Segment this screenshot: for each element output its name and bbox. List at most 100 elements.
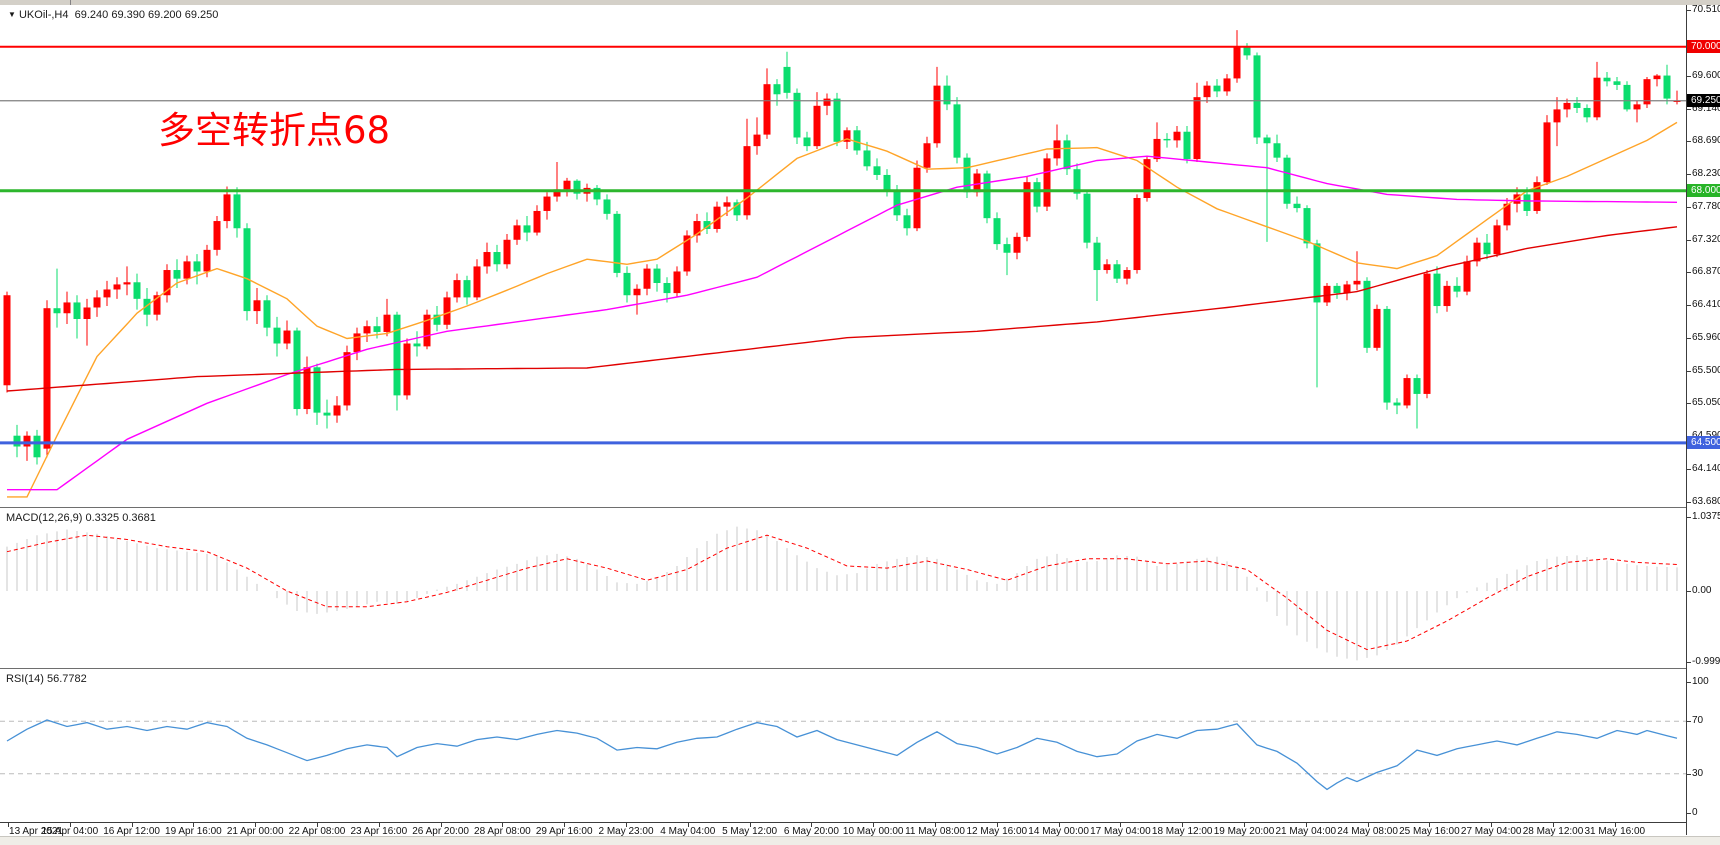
time-axis-label: 15 Apr 04:00 bbox=[41, 826, 99, 837]
candle-body bbox=[1023, 182, 1031, 237]
text-annotation[interactable]: 多空转折点68 bbox=[158, 109, 391, 152]
axis-tick bbox=[1687, 272, 1691, 274]
candle-body bbox=[743, 146, 751, 216]
candle-body bbox=[1303, 208, 1311, 244]
candle-body bbox=[1593, 77, 1601, 118]
axis-tick bbox=[1182, 823, 1184, 827]
candle-body bbox=[783, 66, 791, 93]
time-axis-label: 17 May 04:00 bbox=[1090, 826, 1151, 837]
candle-body bbox=[383, 314, 391, 332]
candle-body bbox=[223, 194, 231, 222]
candle-body bbox=[1583, 107, 1591, 118]
candle-body bbox=[673, 271, 681, 294]
candle-body bbox=[1183, 131, 1191, 160]
candle-body bbox=[513, 225, 521, 240]
candle-body bbox=[773, 84, 781, 95]
candle-body bbox=[623, 272, 631, 296]
candle-body bbox=[443, 297, 451, 325]
time-axis-label: 18 May 12:00 bbox=[1151, 826, 1213, 837]
axis-tick bbox=[193, 823, 195, 827]
candle-body bbox=[63, 302, 71, 314]
price-axis-label: 69.600 bbox=[1692, 69, 1720, 81]
axis-tick bbox=[1367, 823, 1369, 827]
time-axis[interactable]: 13 Apr 2021 15 Apr 04:00 16 Apr 12:00 19 Ap… bbox=[0, 822, 1686, 837]
candle-body bbox=[183, 261, 191, 279]
candle-body bbox=[863, 150, 871, 167]
candle-body bbox=[1403, 378, 1411, 406]
candle-body bbox=[233, 194, 241, 229]
axis-tick bbox=[1687, 721, 1691, 723]
candle-body bbox=[473, 266, 481, 298]
candle-body bbox=[1493, 225, 1501, 255]
candle-body bbox=[1333, 285, 1341, 294]
candle-body bbox=[1543, 122, 1551, 183]
axis-tick bbox=[1687, 206, 1691, 208]
price-badge: 64.500 bbox=[1687, 436, 1720, 450]
candle-body bbox=[53, 308, 61, 314]
candle-body bbox=[1253, 55, 1261, 138]
candle-body bbox=[1143, 159, 1151, 198]
rsi-panel[interactable] bbox=[0, 671, 1686, 822]
candle-body bbox=[1013, 236, 1021, 253]
candle-body bbox=[1573, 102, 1581, 108]
price-axis[interactable]: 70.510 69.600 69.140 68.690 68.230 67.780 67.3… bbox=[1686, 4, 1720, 835]
time-axis-label: 21 May 04:00 bbox=[1275, 826, 1337, 837]
candle-body bbox=[533, 210, 541, 233]
candle-body bbox=[453, 280, 461, 298]
candle-body bbox=[283, 330, 291, 344]
time-axis-label: 21 Apr 00:00 bbox=[226, 826, 284, 837]
candle-body bbox=[1433, 273, 1441, 307]
candle-body bbox=[1373, 308, 1381, 348]
time-axis-label: 29 Apr 16:00 bbox=[535, 826, 593, 837]
candle-body bbox=[253, 300, 261, 312]
axis-tick bbox=[1687, 403, 1691, 405]
candle-body bbox=[653, 268, 661, 283]
axis-tick bbox=[626, 823, 627, 827]
candle-body bbox=[1623, 84, 1631, 110]
candle-body bbox=[553, 189, 561, 197]
ma-fast-orange bbox=[7, 121, 1678, 498]
candle-body bbox=[163, 270, 171, 296]
candle-body bbox=[273, 327, 281, 344]
time-axis-label: 13 Apr 2021 bbox=[9, 826, 63, 837]
candle-body bbox=[123, 282, 131, 285]
candle-body bbox=[843, 130, 851, 142]
candle-body bbox=[1173, 131, 1181, 141]
candle-body bbox=[373, 326, 381, 332]
axis-tick bbox=[1058, 823, 1060, 827]
price-axis-label: 100 bbox=[1692, 676, 1709, 687]
price-chart-panel[interactable] bbox=[0, 5, 1686, 507]
macd-panel[interactable] bbox=[0, 510, 1686, 668]
symbol-dropdown-icon[interactable]: ▼ bbox=[8, 10, 16, 19]
price-badge: 68.000 bbox=[1687, 184, 1720, 198]
axis-tick bbox=[749, 823, 751, 827]
axis-tick bbox=[131, 823, 133, 827]
time-axis-label: 6 May 20:00 bbox=[783, 826, 839, 837]
price-axis-label: 68.690 bbox=[1692, 135, 1720, 147]
time-axis-label: 19 May 20:00 bbox=[1213, 826, 1275, 837]
price-axis-label: 65.500 bbox=[1692, 364, 1720, 376]
price-axis-label: 65.960 bbox=[1692, 331, 1720, 343]
candle-body bbox=[1063, 140, 1071, 170]
time-axis-label: 22 Apr 08:00 bbox=[288, 826, 346, 837]
time-axis-label: 25 May 16:00 bbox=[1399, 826, 1460, 837]
candle-body bbox=[1073, 169, 1081, 194]
candle-body bbox=[433, 314, 441, 325]
candle-body bbox=[1413, 378, 1421, 394]
candle-body bbox=[293, 330, 301, 410]
candle-body bbox=[883, 174, 891, 191]
axis-tick bbox=[440, 823, 442, 827]
candle-body bbox=[143, 298, 151, 315]
candle-body bbox=[363, 326, 371, 334]
time-axis-label: 10 May 00:00 bbox=[842, 826, 904, 837]
time-axis-label: 12 May 16:00 bbox=[966, 826, 1028, 837]
time-axis-label: 14 May 00:00 bbox=[1028, 826, 1089, 837]
candle-body bbox=[313, 367, 321, 413]
axis-tick bbox=[69, 823, 71, 827]
candle-body bbox=[493, 252, 501, 265]
candle-body bbox=[1213, 85, 1221, 92]
axis-tick bbox=[1687, 591, 1691, 592]
candle-body bbox=[133, 282, 141, 299]
